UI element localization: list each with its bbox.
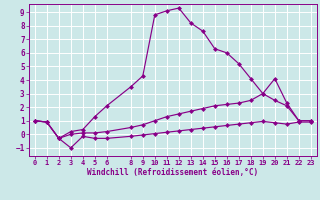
X-axis label: Windchill (Refroidissement éolien,°C): Windchill (Refroidissement éolien,°C)	[87, 168, 258, 177]
